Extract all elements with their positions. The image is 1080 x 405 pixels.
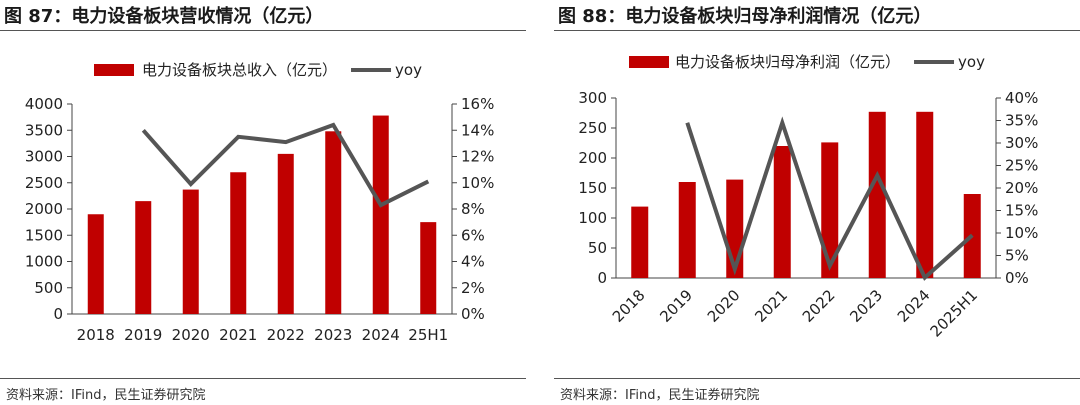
y-left-tick-label: 3000	[25, 148, 63, 166]
bar	[868, 111, 886, 278]
source-rule	[554, 378, 1080, 379]
x-tick-label: 2018	[609, 286, 649, 326]
y-left-tick-label: 1500	[25, 226, 63, 244]
y-right-tick-label: 35%	[1005, 112, 1038, 130]
x-tick-label: 25H1	[408, 326, 448, 344]
y-right-tick-label: 5%	[1005, 247, 1029, 265]
y-left-tick-label: 4000	[25, 95, 63, 113]
x-tick-label: 2025H1	[927, 286, 981, 340]
y-right-tick-label: 4%	[461, 253, 485, 271]
bar	[773, 146, 791, 278]
y-right-tick-label: 10%	[1005, 224, 1038, 242]
figure-88: 图 88：电力设备板块归母净利润情况（亿元） 0 50 100 150 200 250 30…	[554, 0, 1080, 405]
y-left-tick-label: 2000	[25, 200, 63, 218]
x-tick-label: 2023	[846, 286, 886, 326]
y-left-tick-label: 500	[34, 279, 63, 297]
x-tick-label: 2022	[267, 326, 305, 344]
y-right-tick-label: 8%	[461, 200, 485, 218]
bar	[678, 182, 696, 278]
title-rule	[554, 30, 1080, 31]
y-right-tick-label: 14%	[461, 121, 494, 139]
x-tick-label: 2021	[219, 326, 257, 344]
figure-title: 图 88：电力设备板块归母净利润情况（亿元）	[558, 6, 932, 27]
y-right-tick-label: 2%	[461, 279, 485, 297]
y-left-tick-label: 150	[578, 179, 607, 197]
x-tick-label: 2021	[751, 286, 791, 326]
revenue-chart: 0 500 1000 1500 2000 2500 3000 3500 4000 0% 2% 4% 6%…	[25, 61, 495, 344]
y-left-tick-label: 100	[578, 209, 607, 227]
bar	[87, 214, 104, 314]
legend-bar-swatch	[629, 56, 669, 68]
legend-line-label: yoy	[395, 61, 422, 79]
y-right-tick-label: 12%	[461, 148, 494, 166]
x-tick-label: 2020	[704, 286, 744, 326]
bar	[182, 189, 199, 314]
y-right-tick-label: 20%	[1005, 179, 1038, 197]
y-right-tick-label: 10%	[461, 174, 494, 192]
bar	[420, 222, 437, 314]
y-right-tick-label: 40%	[1005, 89, 1038, 107]
source-rule	[0, 378, 526, 379]
y-left-tick-label: 3500	[25, 121, 63, 139]
source-note: 资料来源：IFind，民生证券研究院	[560, 388, 760, 403]
bar	[631, 206, 649, 278]
y-left-tick-label: 2500	[25, 174, 63, 192]
x-tick-label: 2022	[799, 286, 839, 326]
bar	[916, 111, 934, 278]
y-left-tick-label: 250	[578, 119, 607, 137]
legend-bar-label: 电力设备板块总收入（亿元）	[142, 61, 337, 79]
y-right-tick-label: 30%	[1005, 134, 1038, 152]
y-left-tick-label: 50	[588, 239, 607, 257]
figure-87: 图 87：电力设备板块营收情况（亿元） 0 500 1000 1500 2000 2500…	[0, 0, 526, 405]
y-right-tick-label: 0%	[1005, 269, 1029, 287]
y-left-tick-label: 0	[597, 269, 607, 287]
legend-line-label: yoy	[958, 53, 985, 71]
y-right-tick-label: 6%	[461, 226, 485, 244]
net-profit-chart: 0 50 100 150 200 250 300 0% 5% 10% 15% 20% 25% 30% 35%…	[578, 53, 1038, 341]
y-left-tick-label: 300	[578, 89, 607, 107]
y-right-tick-label: 0%	[461, 305, 485, 323]
y-left-tick-label: 1000	[25, 253, 63, 271]
bar	[230, 172, 247, 314]
y-right-tick-label: 25%	[1005, 157, 1038, 175]
x-tick-label: 2024	[362, 326, 400, 344]
bar	[372, 115, 389, 314]
yoy-line	[685, 116, 974, 281]
source-note: 资料来源：IFind，民生证券研究院	[6, 388, 206, 403]
x-tick-label: 2020	[172, 326, 210, 344]
yoy-line	[141, 122, 430, 208]
legend-bar-label: 电力设备板块归母净利润（亿元）	[675, 53, 900, 71]
y-left-tick-label: 200	[578, 149, 607, 167]
title-rule	[0, 30, 526, 31]
bar	[821, 142, 839, 278]
y-left-tick-label: 0	[53, 305, 63, 323]
x-tick-label: 2019	[124, 326, 162, 344]
x-tick-label: 2023	[314, 326, 352, 344]
bar	[325, 131, 342, 314]
x-tick-label: 2024	[894, 286, 934, 326]
y-right-tick-label: 15%	[1005, 202, 1038, 220]
bar	[135, 201, 152, 314]
x-tick-label: 2018	[77, 326, 115, 344]
bar	[277, 153, 294, 314]
y-right-tick-label: 16%	[461, 95, 494, 113]
legend-bar-swatch	[94, 64, 134, 76]
figure-title: 图 87：电力设备板块营收情况（亿元）	[4, 6, 324, 27]
x-tick-label: 2019	[656, 286, 696, 326]
